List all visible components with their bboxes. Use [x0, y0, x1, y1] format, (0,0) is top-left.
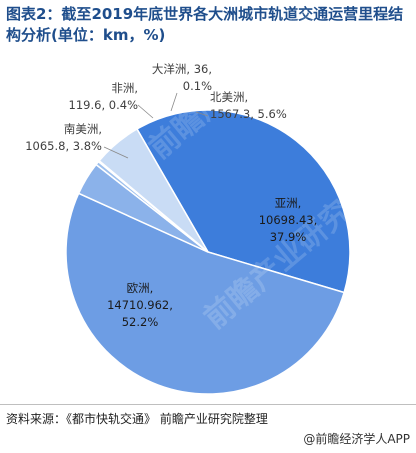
source-note: 资料来源：《都市快轨交通》 前瞻产业研究院整理	[0, 404, 416, 427]
pie-chart: 前瞻产业研究院 前瞻产业研究院 亚洲, 10698.43, 37.9%欧洲, 1471…	[25, 62, 351, 395]
data-label-africa: 非洲, 119.6, 0.4%	[69, 81, 139, 112]
leader-line-south-america	[103, 146, 129, 159]
leader-line-africa	[137, 104, 154, 119]
data-label-north-america: 北美洲, 1567.3, 5.6%	[210, 90, 287, 121]
slice-labels: 亚洲, 10698.43, 37.9% 欧洲, 14710.962, 52.2% 南美洲, 1…	[25, 62, 317, 329]
pie-slices	[65, 109, 351, 395]
slice-north-america	[98, 127, 209, 253]
slice-europe	[65, 192, 346, 395]
leader-line-oceania	[170, 92, 178, 112]
brand-credit: @前瞻经济学人APP	[303, 432, 410, 446]
chart-title: 图表2：截至2019年底世界各大洲城市轨道交通运营里程结构分析(单位：km，%)	[6, 5, 404, 44]
data-label-oceania: 大洋洲, 36, 0.1%	[152, 62, 212, 93]
data-label-europe: 欧洲, 14710.962, 52.2%	[107, 281, 173, 329]
data-label-asia: 亚洲, 10698.43, 37.9%	[259, 196, 318, 244]
data-label-south-america: 南美洲, 1065.8, 3.8%	[25, 122, 102, 153]
leader-line-north-america	[195, 111, 209, 117]
slice-asia	[135, 109, 351, 294]
leader-lines	[103, 92, 209, 159]
